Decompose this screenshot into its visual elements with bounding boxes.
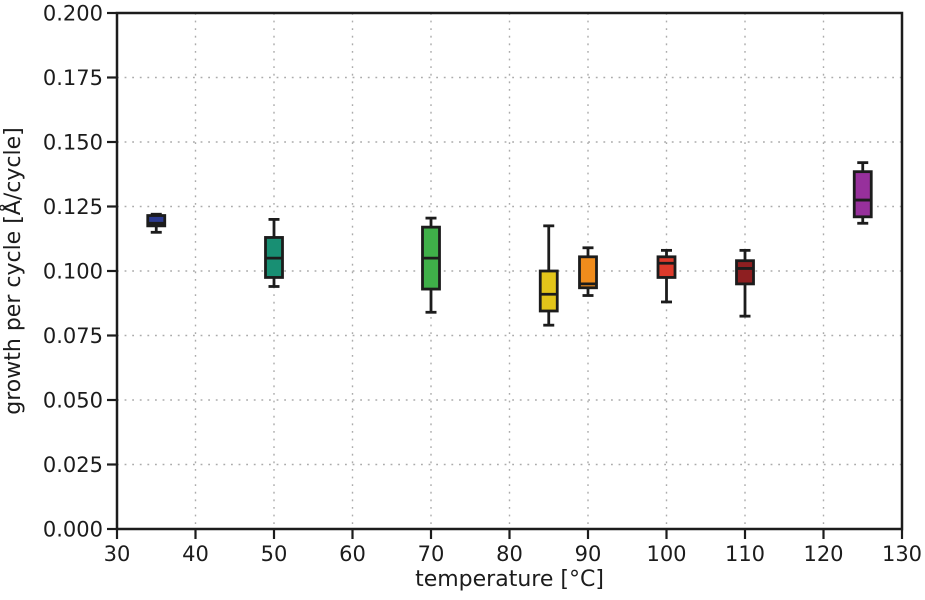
y-tick-label: 0.150	[43, 131, 103, 155]
box	[146, 214, 167, 228]
x-tick-label: 80	[496, 542, 523, 566]
x-tick-label: 100	[646, 542, 686, 566]
y-tick-label: 0.025	[43, 453, 103, 477]
x-axis-title: temperature [°C]	[415, 567, 604, 592]
box	[656, 255, 677, 279]
x-tick-label: 40	[182, 542, 209, 566]
y-tick-label: 0.175	[43, 66, 103, 90]
x-tick-label: 110	[725, 542, 765, 566]
x-tick-label: 130	[882, 542, 922, 566]
box	[538, 269, 559, 313]
box	[852, 170, 873, 219]
y-tick-label: 0.000	[43, 518, 103, 542]
box	[735, 259, 755, 286]
x-tick-label: 70	[418, 542, 445, 566]
box	[578, 255, 598, 290]
y-tick-label: 0.075	[43, 324, 103, 348]
y-axis-title: growth per cycle [Å/cycle]	[1, 127, 26, 415]
y-tick-label: 0.125	[43, 195, 103, 219]
x-tick-label: 50	[261, 542, 288, 566]
x-tick-label: 120	[803, 542, 843, 566]
x-tick-label: 30	[104, 542, 131, 566]
x-tick-label: 60	[339, 542, 366, 566]
x-tick-label: 90	[575, 542, 602, 566]
y-tick-label: 0.200	[43, 2, 103, 26]
y-tick-label: 0.100	[43, 260, 103, 284]
y-tick-label: 0.050	[43, 389, 103, 413]
plot-frame	[115, 11, 904, 531]
